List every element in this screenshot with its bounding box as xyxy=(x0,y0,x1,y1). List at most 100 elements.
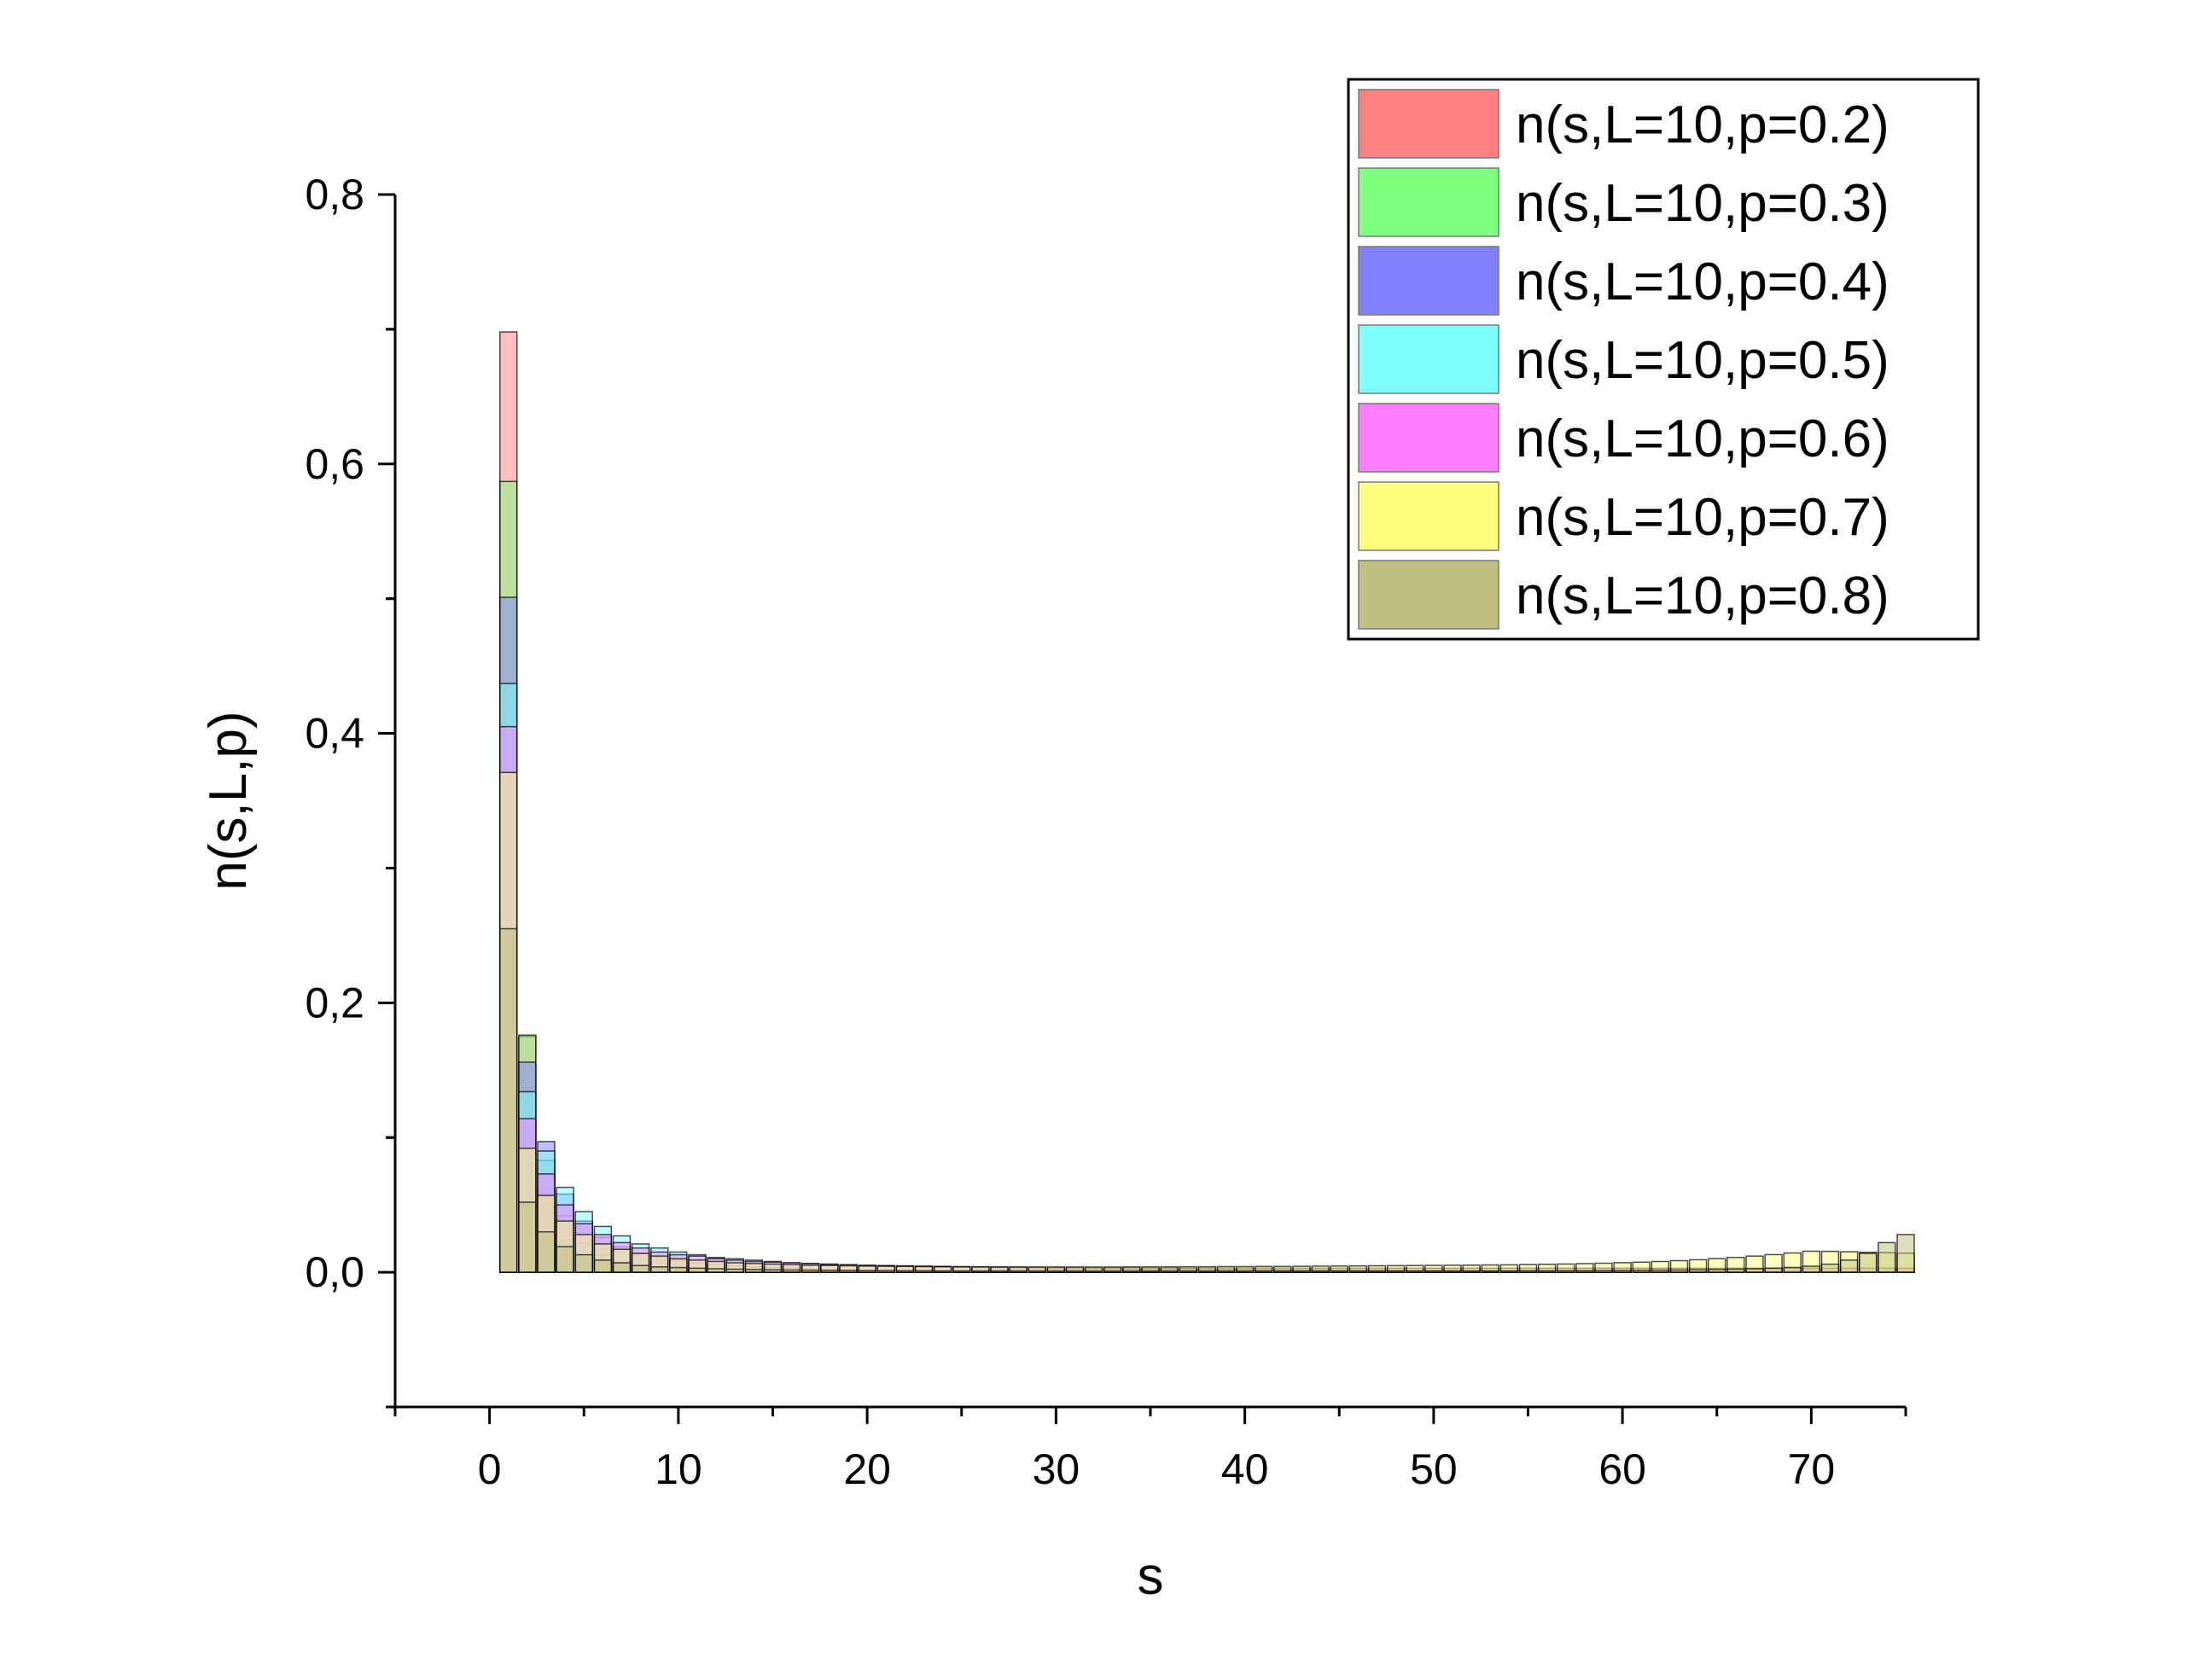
bar xyxy=(1594,1270,1613,1273)
bar xyxy=(1537,1270,1557,1273)
bar xyxy=(1632,1269,1651,1273)
bar xyxy=(1311,1270,1330,1273)
bar xyxy=(971,1270,990,1273)
bar xyxy=(1084,1270,1103,1273)
bar xyxy=(1651,1269,1670,1273)
bar xyxy=(1141,1270,1160,1273)
x-tick-label: 30 xyxy=(1033,1445,1080,1493)
bar xyxy=(669,1266,688,1273)
bar xyxy=(876,1270,895,1273)
legend-swatch xyxy=(1358,481,1499,551)
bar xyxy=(839,1270,858,1273)
y-axis-title: n(s,L,p) xyxy=(199,711,258,890)
series-2 xyxy=(499,480,876,1273)
bars-layer xyxy=(499,331,1915,1273)
bar xyxy=(1518,1270,1538,1273)
bar xyxy=(952,1270,971,1273)
y-tick-label: 0,8 xyxy=(305,171,364,218)
x-axis-title: s xyxy=(1138,1547,1164,1606)
bar xyxy=(1028,1270,1046,1273)
bar xyxy=(1046,1270,1066,1273)
legend-swatch xyxy=(1358,560,1499,630)
bar xyxy=(725,1268,744,1273)
bar xyxy=(1708,1269,1726,1273)
bar xyxy=(933,1270,952,1273)
bar xyxy=(1406,1270,1424,1273)
bar xyxy=(1481,1270,1499,1273)
x-tick-label: 0 xyxy=(478,1445,502,1493)
bar xyxy=(895,1270,915,1273)
bar xyxy=(1839,1259,1859,1273)
bar xyxy=(1273,1270,1292,1273)
legend-swatch xyxy=(1358,403,1499,473)
bar xyxy=(1235,1270,1255,1273)
legend-swatch xyxy=(1358,89,1499,159)
bar xyxy=(1009,1270,1028,1273)
x-tick-label: 70 xyxy=(1788,1445,1836,1493)
bar xyxy=(1367,1270,1387,1273)
bar xyxy=(1255,1270,1273,1273)
x-tick-label: 40 xyxy=(1221,1445,1269,1493)
series-5 xyxy=(499,725,1915,1273)
bar xyxy=(1802,1265,1821,1273)
bar xyxy=(914,1270,934,1273)
legend-label: n(s,L=10,p=0.6) xyxy=(1516,410,1889,468)
bar xyxy=(650,1266,669,1273)
legend-label: n(s,L=10,p=0.8) xyxy=(1516,567,1889,625)
bar xyxy=(820,1270,839,1273)
bar xyxy=(1688,1269,1708,1273)
legend-swatch xyxy=(1358,246,1499,316)
legend-swatch xyxy=(1358,167,1499,237)
legend-label: n(s,L=10,p=0.2) xyxy=(1516,96,1889,154)
bar xyxy=(1160,1270,1179,1273)
bar xyxy=(1557,1270,1575,1273)
bar xyxy=(1745,1268,1764,1273)
bar xyxy=(1896,1234,1915,1273)
series-7 xyxy=(499,927,1915,1273)
bar xyxy=(1330,1270,1348,1273)
bar xyxy=(1764,1267,1783,1273)
series-6 xyxy=(499,771,1915,1273)
bar xyxy=(1462,1270,1481,1273)
bar xyxy=(499,927,518,1273)
legend-swatch xyxy=(1358,324,1499,394)
bar xyxy=(1783,1266,1802,1273)
series-4 xyxy=(499,683,1915,1273)
bar xyxy=(990,1270,1009,1273)
series-3 xyxy=(499,596,1368,1273)
bar xyxy=(1820,1263,1840,1273)
bar xyxy=(1103,1270,1122,1273)
bar xyxy=(1122,1270,1141,1273)
axes-layer: 0,0 0,2 0,4 0,6 0,8 0 10 20 30 40 50 60 70 xyxy=(305,171,1907,1493)
y-tick-label: 0,0 xyxy=(305,1248,364,1296)
bar xyxy=(612,1262,632,1273)
series-1 xyxy=(499,331,764,1273)
bar xyxy=(744,1269,764,1273)
bar xyxy=(858,1270,876,1273)
bar xyxy=(1065,1270,1085,1273)
bar xyxy=(1613,1270,1632,1273)
legend-label: n(s,L=10,p=0.5) xyxy=(1516,331,1889,390)
bar xyxy=(688,1267,707,1273)
x-tick-label: 50 xyxy=(1410,1445,1458,1493)
bar xyxy=(1575,1270,1594,1273)
bar xyxy=(1859,1253,1878,1273)
bar xyxy=(1726,1268,1745,1273)
bar xyxy=(782,1269,801,1273)
y-tick-label: 0,2 xyxy=(305,979,364,1026)
legend-label: n(s,L=10,p=0.3) xyxy=(1516,174,1889,233)
bar xyxy=(763,1269,783,1273)
legend-label: n(s,L=10,p=0.7) xyxy=(1516,488,1889,547)
bar xyxy=(1216,1270,1236,1273)
bar xyxy=(1386,1270,1406,1273)
x-tick-label: 20 xyxy=(843,1445,891,1493)
bar xyxy=(1179,1270,1197,1273)
bar xyxy=(1424,1270,1443,1273)
bar xyxy=(1878,1241,1896,1273)
y-tick-label: 0,6 xyxy=(305,440,364,488)
bar xyxy=(1348,1270,1368,1273)
bar xyxy=(1499,1270,1519,1273)
bar xyxy=(1669,1269,1689,1273)
bar xyxy=(1292,1270,1311,1273)
